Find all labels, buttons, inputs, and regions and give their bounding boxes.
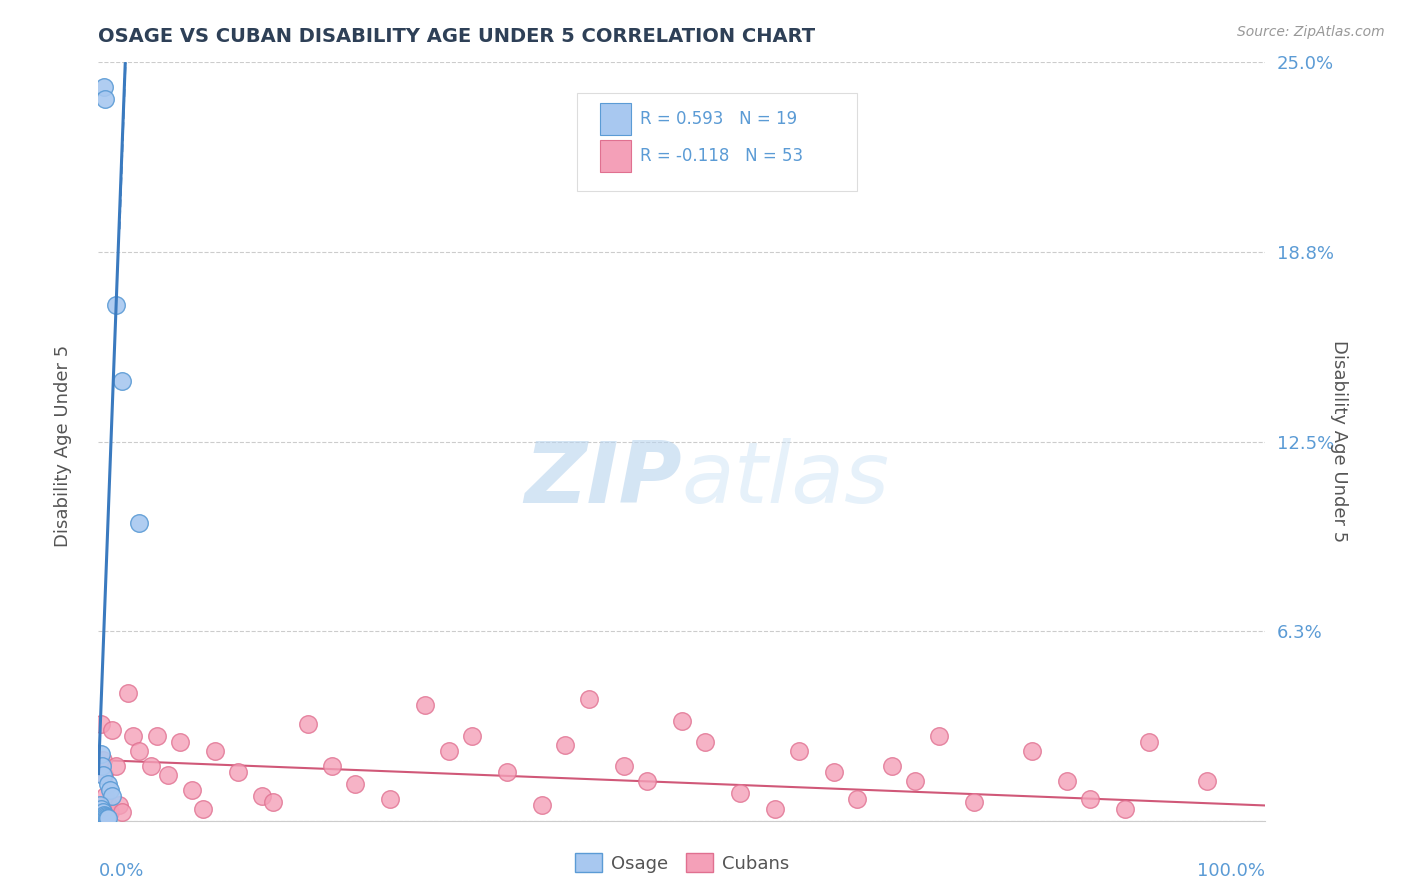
Point: [104, 759, 127, 773]
FancyBboxPatch shape: [600, 140, 630, 171]
Point: [94, 92, 117, 106]
Point: [94, 810, 117, 824]
Point: [413, 698, 436, 713]
Point: [128, 744, 150, 758]
Point: [111, 374, 134, 388]
Point: [262, 796, 284, 810]
Point: [101, 789, 124, 804]
Text: Source: ZipAtlas.com: Source: ZipAtlas.com: [1237, 25, 1385, 39]
Point: [91, 805, 114, 819]
Point: [91, 768, 114, 782]
Point: [93, 807, 115, 822]
Point: [104, 298, 127, 312]
Point: [90, 801, 112, 815]
Point: [169, 735, 191, 749]
Point: [250, 789, 273, 804]
Point: [98, 783, 121, 797]
Point: [1080, 792, 1102, 806]
Text: atlas: atlas: [682, 438, 890, 521]
Point: [122, 729, 145, 743]
Point: [321, 759, 343, 773]
Point: [578, 692, 600, 706]
Point: [730, 786, 752, 800]
Text: R = 0.593   N = 19: R = 0.593 N = 19: [640, 111, 797, 128]
Point: [128, 516, 150, 531]
Point: [1056, 774, 1078, 789]
Point: [1137, 735, 1160, 749]
Point: [380, 792, 402, 806]
Point: [636, 774, 658, 789]
Point: [671, 714, 693, 728]
Point: [97, 811, 120, 825]
FancyBboxPatch shape: [600, 103, 630, 136]
Point: [1021, 744, 1043, 758]
Point: [97, 777, 120, 791]
Point: [93, 768, 115, 782]
Point: [880, 759, 903, 773]
Point: [1114, 801, 1136, 815]
Point: [94, 809, 117, 823]
Point: [139, 759, 162, 773]
Point: [96, 811, 118, 825]
Text: OSAGE VS CUBAN DISABILITY AGE UNDER 5 CORRELATION CHART: OSAGE VS CUBAN DISABILITY AGE UNDER 5 CO…: [98, 27, 815, 45]
Point: [193, 801, 215, 815]
Point: [146, 729, 169, 743]
Point: [89, 798, 111, 813]
Point: [111, 805, 134, 819]
FancyBboxPatch shape: [576, 93, 856, 191]
Point: [90, 747, 112, 761]
Point: [962, 796, 984, 810]
Point: [695, 735, 717, 749]
Point: [904, 774, 927, 789]
Text: 100.0%: 100.0%: [1198, 863, 1265, 880]
Y-axis label: Disability Age Under 5: Disability Age Under 5: [1330, 341, 1347, 542]
Point: [97, 798, 120, 813]
Point: [98, 805, 121, 819]
Point: [530, 798, 553, 813]
Point: [93, 79, 115, 94]
Point: [928, 729, 950, 743]
Point: [108, 798, 131, 813]
Point: [117, 686, 139, 700]
Point: [180, 783, 202, 797]
Point: [496, 765, 519, 780]
Point: [297, 716, 319, 731]
Text: R = -0.118   N = 53: R = -0.118 N = 53: [640, 146, 803, 165]
Text: Disability Age Under 5: Disability Age Under 5: [55, 345, 72, 547]
Point: [554, 738, 576, 752]
Point: [344, 777, 367, 791]
Text: 0.0%: 0.0%: [98, 863, 143, 880]
Legend: Osage, Cubans: Osage, Cubans: [568, 846, 796, 880]
Point: [94, 789, 117, 804]
Point: [157, 768, 180, 782]
Point: [90, 759, 112, 773]
Text: ZIP: ZIP: [524, 438, 682, 521]
Point: [228, 765, 250, 780]
Point: [612, 759, 634, 773]
Point: [846, 792, 869, 806]
Point: [787, 744, 810, 758]
Point: [1197, 774, 1219, 789]
Point: [461, 729, 484, 743]
Point: [90, 716, 112, 731]
Point: [91, 753, 114, 767]
Point: [823, 765, 845, 780]
Point: [204, 744, 226, 758]
Point: [101, 723, 124, 737]
Point: [763, 801, 786, 815]
Point: [437, 744, 460, 758]
